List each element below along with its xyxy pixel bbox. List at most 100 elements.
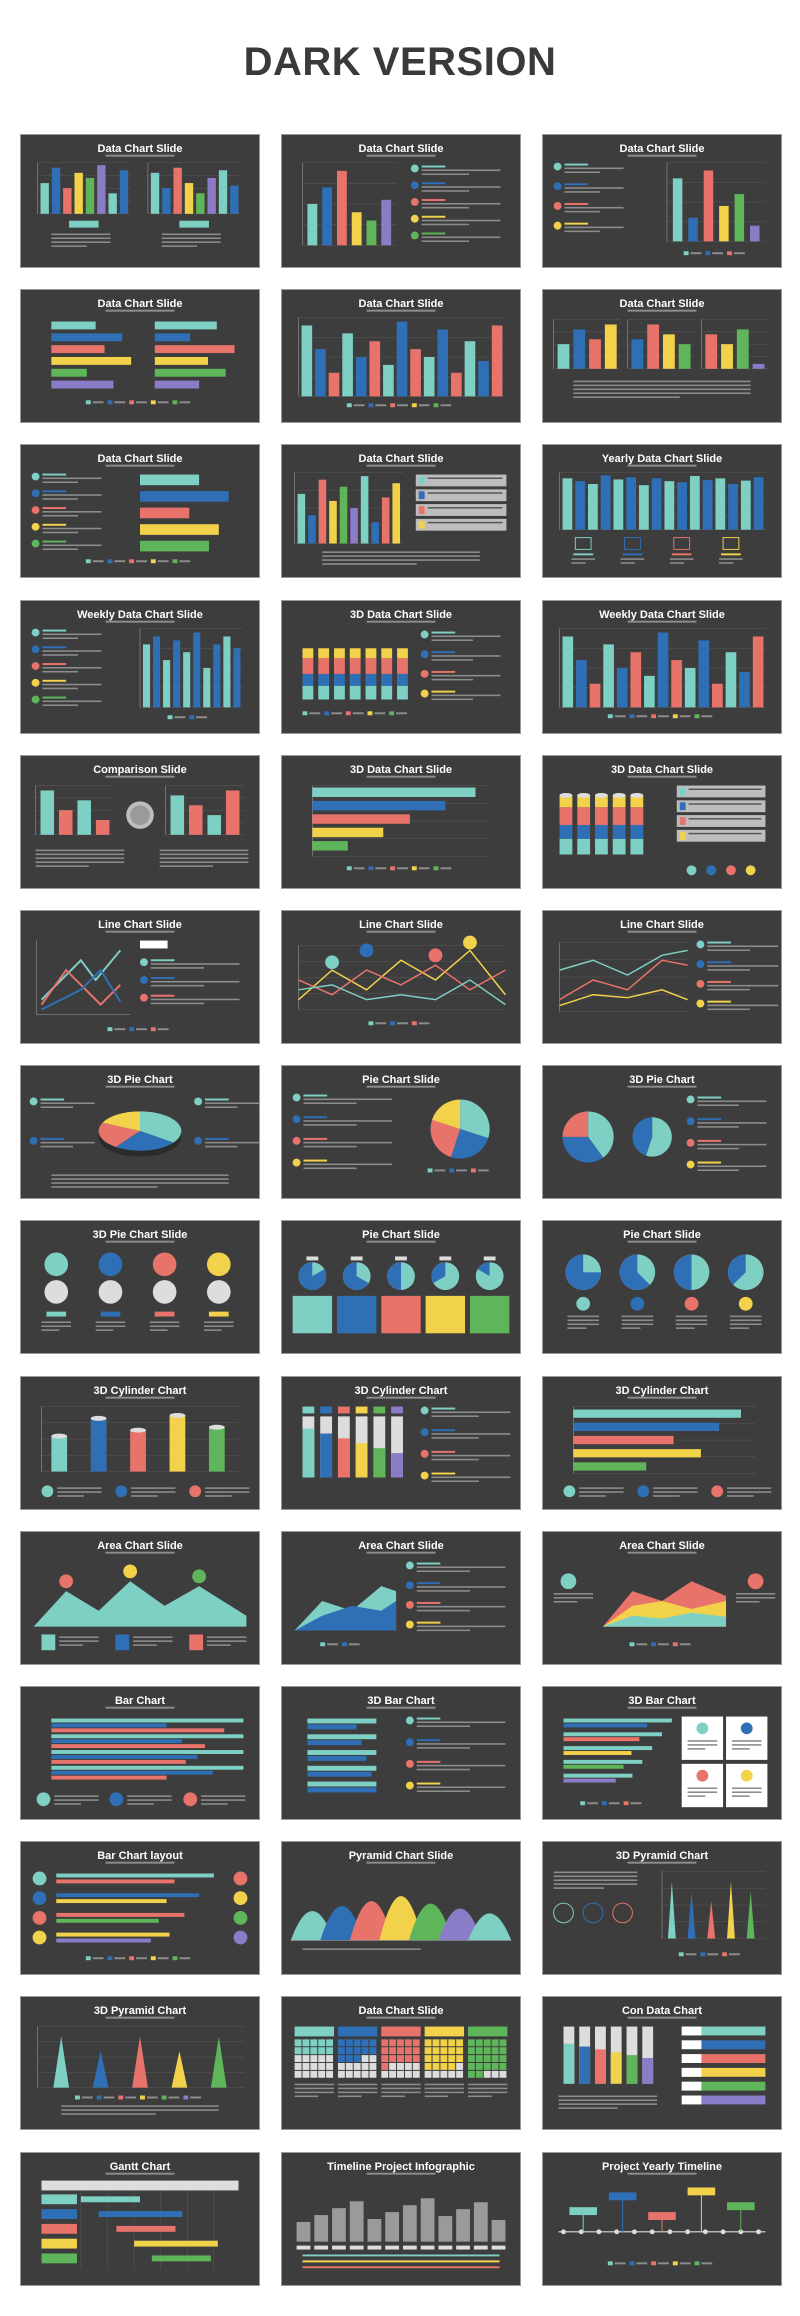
slide-title: Data Chart Slide xyxy=(619,143,705,155)
timeline-dot xyxy=(702,2228,708,2234)
slide-thumbnail[interactable]: Project Yearly Timeline xyxy=(542,2151,782,2286)
legend-label xyxy=(679,714,691,717)
text-placeholder xyxy=(729,1327,749,1330)
slide-subtitle xyxy=(627,930,697,933)
slide-subtitle xyxy=(627,775,697,778)
slide-thumbnail[interactable]: Data Chart Slide xyxy=(281,289,521,424)
legend-label xyxy=(103,2096,115,2099)
text-box xyxy=(415,474,507,487)
slide-thumbnail[interactable]: Con Data Chart xyxy=(542,1996,782,2131)
slide-artwork xyxy=(21,1221,259,1354)
text-placeholder xyxy=(707,984,779,987)
slide-thumbnail[interactable]: Data Chart Slide xyxy=(20,289,260,424)
slide-background xyxy=(282,911,520,1043)
chart-bar xyxy=(51,1765,244,1770)
legend-swatch xyxy=(470,1168,476,1173)
slide-artwork xyxy=(543,2152,781,2285)
slide-thumbnail[interactable]: Data Chart Slide xyxy=(542,134,782,268)
slide-thumbnail[interactable]: Weekly Data Chart Slide xyxy=(542,599,782,734)
slide-title: Line Chart Slide xyxy=(620,919,704,931)
waffle-cell xyxy=(499,2055,507,2063)
text-placeholder xyxy=(707,1004,779,1007)
list-title xyxy=(707,941,731,944)
slide-thumbnail[interactable]: Data Chart Slide xyxy=(542,289,782,424)
list-icon xyxy=(31,695,40,704)
text-placeholder xyxy=(150,998,240,1001)
waffle-cell xyxy=(302,2039,310,2047)
chart-bar xyxy=(51,357,132,366)
slide-thumbnail[interactable]: 3D Cylinder Chart xyxy=(20,1375,260,1510)
text-placeholder xyxy=(337,2088,378,2090)
slide-thumbnail[interactable]: 3D Pyramid Chart xyxy=(542,1841,782,1976)
slide-thumbnail[interactable]: Data Chart Slide xyxy=(281,134,521,268)
slide-subtitle xyxy=(627,1396,697,1399)
slide-thumbnail[interactable]: Yearly Data Chart Slide xyxy=(542,444,782,579)
text-placeholder xyxy=(303,1163,393,1166)
list-icon xyxy=(31,661,40,670)
slide-thumbnail[interactable]: Line Chart Slide xyxy=(542,910,782,1044)
slide-thumbnail[interactable]: Timeline Project Infographic xyxy=(281,2151,521,2286)
slide-thumbnail[interactable]: Data Chart Slide xyxy=(20,134,260,268)
cone xyxy=(92,2051,109,2089)
stack-segment xyxy=(381,657,393,674)
slide-thumbnail[interactable]: 3D Pie Chart xyxy=(542,1065,782,1200)
text-box xyxy=(676,829,766,842)
waffle-cell xyxy=(294,2055,302,2063)
round-icon xyxy=(233,1891,248,1906)
slide-artwork xyxy=(543,755,781,888)
waffle-cell xyxy=(467,2039,475,2047)
slide-artwork xyxy=(21,135,259,267)
waffle-cell xyxy=(294,2047,302,2055)
slide-artwork xyxy=(21,600,259,733)
slide-thumbnail[interactable]: Data Chart Slide xyxy=(20,444,260,579)
slide-thumbnail[interactable]: Area Chart Slide xyxy=(542,1530,782,1665)
slide-thumbnail[interactable]: 3D Pie Chart xyxy=(20,1065,260,1200)
slide-thumbnail[interactable]: Line Chart Slide xyxy=(20,910,260,1044)
slide-thumbnail[interactable]: Pie Chart Slide xyxy=(542,1220,782,1355)
text-placeholder xyxy=(416,1566,506,1568)
slide-thumbnail[interactable]: 3D Bar Chart xyxy=(281,1686,521,1820)
slide-thumbnail[interactable]: Pie Chart Slide xyxy=(281,1065,521,1200)
slide-thumbnail[interactable]: Pie Chart Slide xyxy=(281,1220,521,1355)
slide-thumbnail[interactable]: 3D Bar Chart xyxy=(542,1686,782,1820)
text-placeholder xyxy=(697,1169,739,1172)
chart-bar xyxy=(173,167,182,214)
text-placeholder xyxy=(133,1636,173,1638)
box-icon xyxy=(679,802,686,810)
slide-thumbnail[interactable]: Data Chart Slide xyxy=(281,444,521,579)
slide-title: Data Chart Slide xyxy=(358,453,444,466)
slide-thumbnail[interactable]: Weekly Data Chart Slide xyxy=(20,599,260,734)
slide-thumbnail[interactable]: 3D Cylinder Chart xyxy=(542,1375,782,1510)
slide-title: 3D Pie Chart xyxy=(629,1074,695,1087)
slide-thumbnail[interactable]: 3D Data Chart Slide xyxy=(281,599,521,734)
slide-thumbnail[interactable]: Area Chart Slide xyxy=(20,1530,260,1665)
slide-thumbnail[interactable]: 3D Data Chart Slide xyxy=(281,754,521,889)
slide-thumbnail[interactable]: 3D Pyramid Chart xyxy=(20,1996,260,2131)
slide-thumbnail[interactable]: Gantt Chart xyxy=(20,2151,260,2286)
box-icon xyxy=(679,816,686,825)
slide-thumbnail[interactable]: Pyramid Chart Slide xyxy=(281,1841,521,1976)
waffle-cell xyxy=(294,2071,302,2079)
slide-thumbnail[interactable]: Bar Chart xyxy=(20,1686,260,1820)
chart-bar xyxy=(40,183,49,214)
slide-artwork xyxy=(543,290,781,423)
slide-thumbnail[interactable]: Bar Chart layout xyxy=(20,1841,260,1976)
slide-thumbnail[interactable]: 3D Cylinder Chart xyxy=(281,1375,521,1510)
waffle-cell xyxy=(467,2055,475,2063)
milestone-flag xyxy=(608,2191,637,2200)
slide-thumbnail[interactable]: Data Chart Slide xyxy=(281,1996,521,2131)
list-title xyxy=(416,1562,441,1565)
slide-thumbnail[interactable]: Line Chart Slide xyxy=(281,910,521,1044)
slide-thumbnail[interactable]: Area Chart Slide xyxy=(281,1530,521,1665)
chart-bar xyxy=(647,324,660,369)
list-icon xyxy=(31,539,40,548)
waffle-cell xyxy=(310,2055,318,2063)
pie-slice xyxy=(401,1262,415,1291)
slide-thumbnail[interactable]: Comparison Slide xyxy=(20,754,260,889)
waffle-cell xyxy=(337,2055,345,2063)
slide-thumbnail[interactable]: 3D Pie Chart Slide xyxy=(20,1220,260,1355)
icon-circle xyxy=(684,1297,699,1312)
text-placeholder xyxy=(337,2095,362,2098)
cylinder-segment xyxy=(577,838,591,855)
slide-thumbnail[interactable]: 3D Data Chart Slide xyxy=(542,754,782,889)
